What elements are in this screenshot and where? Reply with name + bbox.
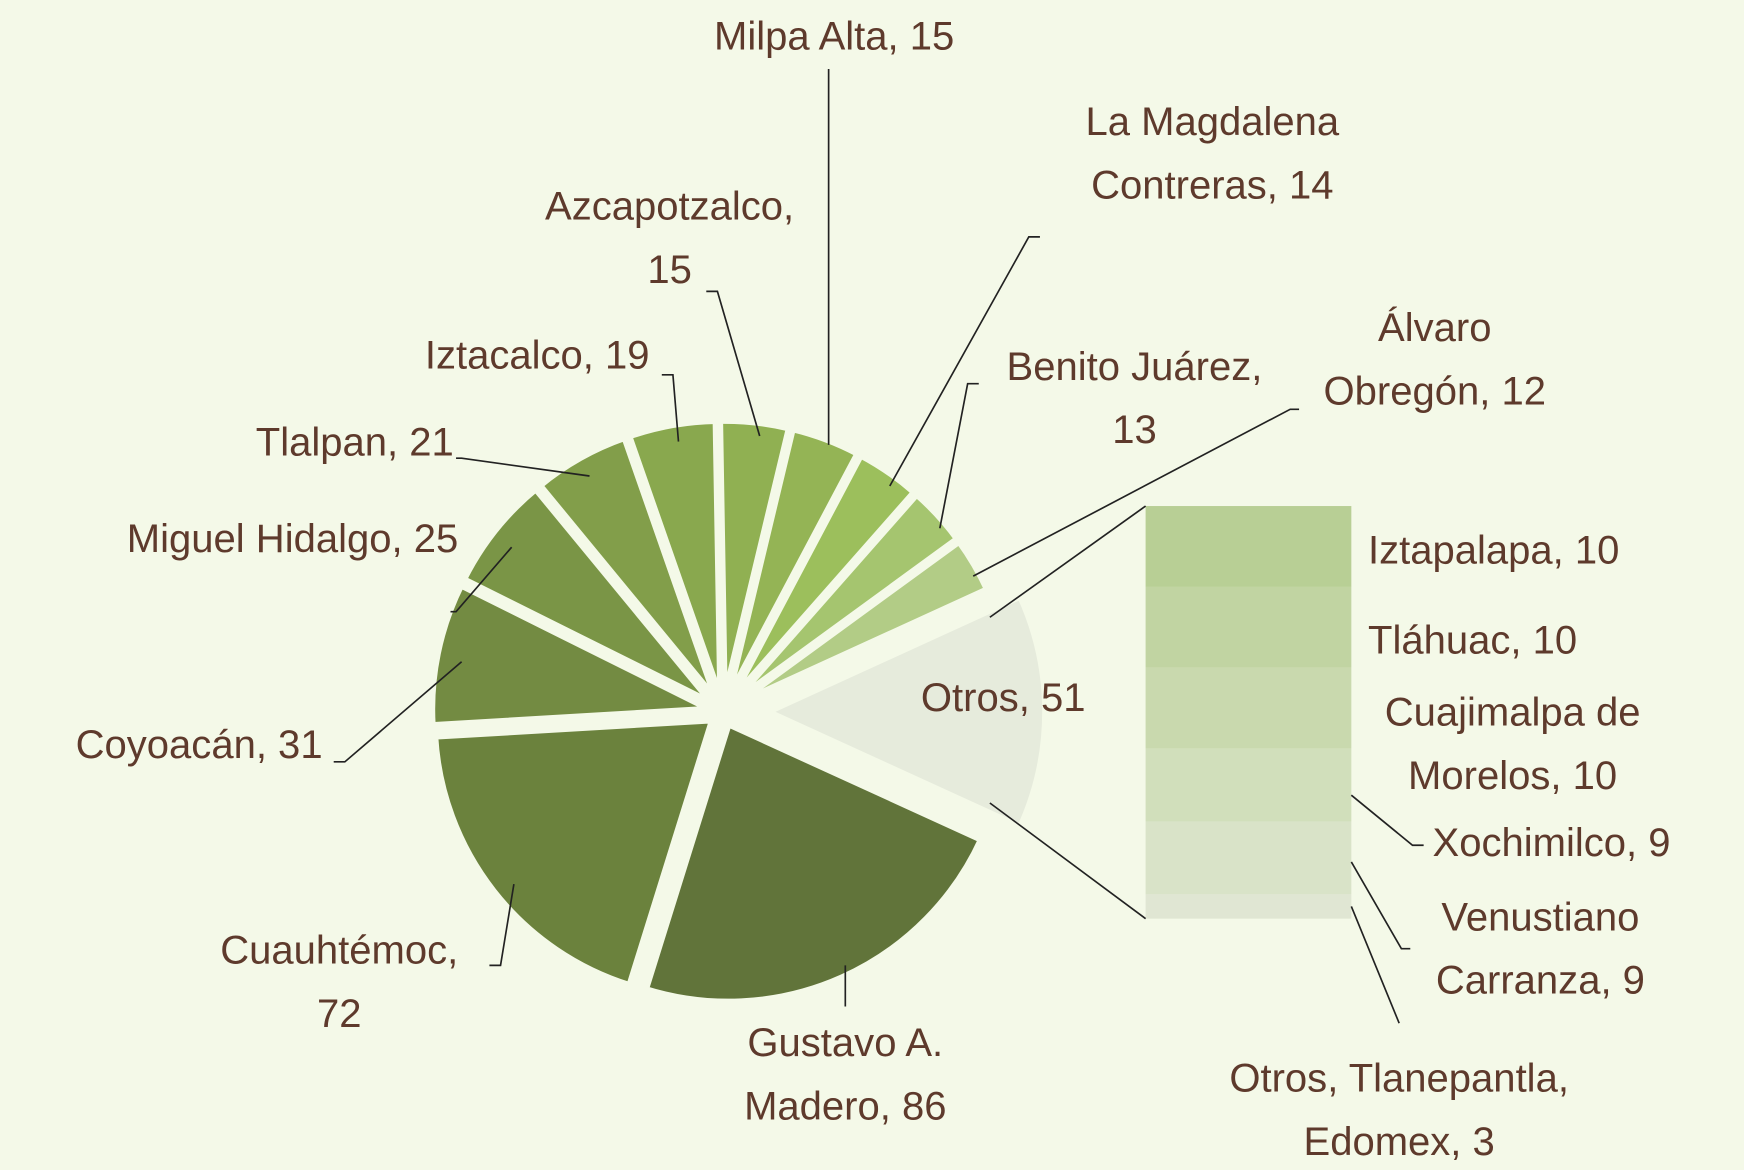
bar-label: Xochimilco, 9 (1433, 821, 1671, 865)
pie-slice (716, 417, 794, 700)
pie-slice (535, 433, 720, 703)
bar-segment (1145, 821, 1352, 895)
data-label: 72 (317, 992, 362, 1036)
pie-slice (431, 716, 718, 990)
data-label: Otros, 51 (921, 676, 1086, 720)
data-label: Milpa Alta, 15 (714, 15, 954, 59)
data-label: Benito Juárez, (1007, 345, 1263, 389)
leader-line (972, 408, 1300, 577)
bar-segment (1145, 894, 1352, 919)
data-label: Obregón, 12 (1324, 369, 1546, 413)
pie-slice (624, 417, 724, 700)
bar-label: Tláhuac, 10 (1368, 618, 1577, 662)
bar-label: Edomex, 3 (1304, 1120, 1495, 1164)
bar-segment (1145, 667, 1352, 749)
data-label: Tlalpan, 21 (256, 420, 454, 464)
bar-label: Carranza, 9 (1436, 959, 1645, 1003)
pie-slice (428, 580, 723, 729)
leader-line (333, 661, 463, 763)
data-label: Álvaro (1378, 305, 1491, 350)
data-label: Miguel Hidalgo, 25 (127, 517, 458, 561)
bar-label: Iztapalapa, 10 (1368, 528, 1619, 572)
leader-line (1350, 794, 1424, 847)
bar-segment (1145, 506, 1352, 587)
bar-segment (1145, 586, 1352, 668)
leader-line (889, 236, 1040, 487)
bar-label: Otros, Tlanepantla, (1229, 1057, 1569, 1101)
pie-slice (732, 536, 992, 709)
data-label: Contreras, 14 (1091, 164, 1333, 208)
leader-line (989, 802, 1147, 920)
leader-line (450, 546, 513, 613)
data-label: 15 (647, 248, 692, 292)
leader-line (989, 505, 1147, 618)
leader-line (456, 457, 590, 477)
data-label: La Magdalena (1086, 100, 1340, 144)
data-label: 13 (1112, 408, 1157, 452)
data-label: Coyoacán, 31 (76, 723, 323, 767)
data-label: Azcapotzalco, (545, 185, 794, 229)
data-label: Gustavo A. (747, 1021, 943, 1065)
leader-line (706, 290, 761, 437)
leader-line (661, 373, 680, 442)
leader-line (939, 382, 979, 529)
data-label: Cuauhtémoc, (220, 929, 458, 973)
leader-line (1350, 861, 1411, 950)
pie-slice (459, 484, 716, 707)
bar-label: Venustiano (1441, 895, 1639, 939)
bar-label: Cuajimalpa de (1385, 691, 1641, 735)
pie-slice (641, 719, 986, 1006)
bar-segment (1145, 748, 1352, 822)
data-label: Iztacalco, 19 (425, 334, 650, 378)
leader-line (489, 884, 515, 967)
pie-slice (759, 591, 1049, 832)
bar-label: Morelos, 10 (1408, 754, 1617, 798)
data-label: Madero, 86 (744, 1084, 946, 1128)
leader-line (1350, 906, 1400, 1024)
